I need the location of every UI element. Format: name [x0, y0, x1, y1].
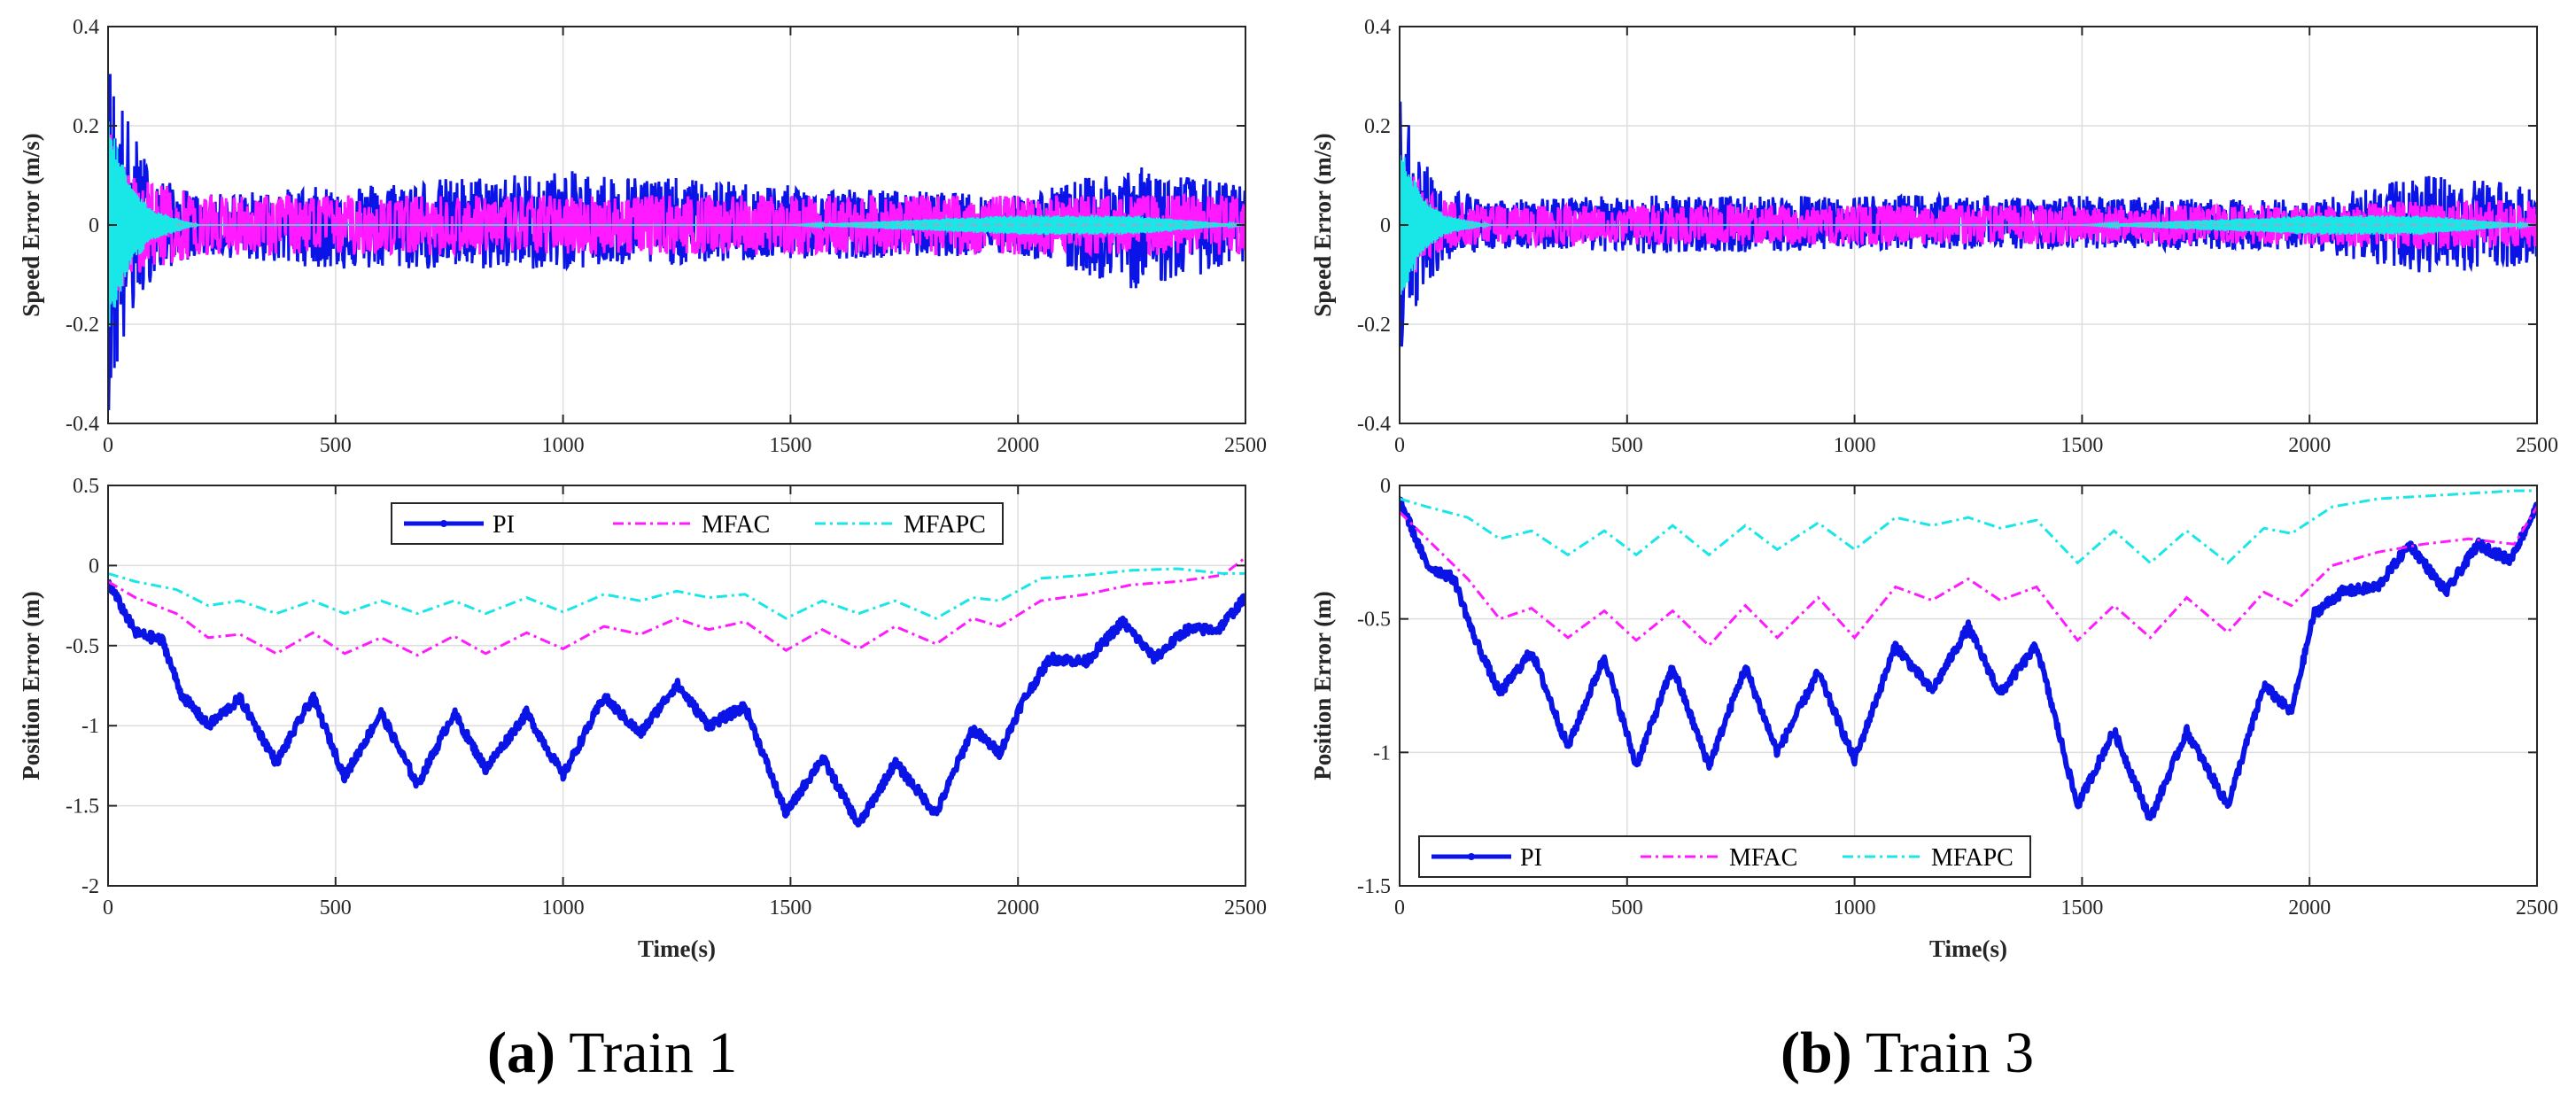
series-pi-line: [1400, 496, 2537, 821]
x-tick-label: 0: [103, 896, 113, 920]
y-tick-label: 0: [89, 214, 99, 237]
x-tick-label: 500: [320, 434, 352, 457]
legend-marker-pi: [1468, 853, 1475, 860]
series-pi-line: [108, 578, 1245, 828]
x-tick-label: 2000: [997, 896, 1039, 920]
y-tick-label: 0.4: [1364, 16, 1391, 39]
axes-frame: [107, 485, 1246, 887]
y-tick-label: -1.5: [66, 795, 99, 819]
y-tick-label: 0: [1380, 214, 1391, 237]
axes-speed-b: 0 500 1000 1500 2000 2500 0.4 0.2 0 -0.2 -0.4 Speed…: [1309, 16, 2558, 457]
x-tick-label: 1500: [2060, 434, 2103, 457]
legend-label-mfac: MFAC: [1729, 844, 1797, 872]
y-tick-label: -0.4: [66, 413, 99, 436]
axes-position-a: 0 500 1000 1500 2000 2500 0.5 0 -0.5 -1 -1.5 -2 Posi…: [18, 475, 1267, 962]
legend-box: [1418, 835, 2031, 878]
y-tick-label: 0: [1380, 475, 1391, 498]
x-tick-label: 500: [1611, 434, 1643, 457]
x-tick-label: 1000: [1834, 434, 1876, 457]
y-tick-label: -0.5: [66, 635, 99, 658]
axes-frame: [1399, 485, 2538, 887]
series-mfac-line: [108, 556, 1245, 657]
legend: PI MFAC MFAPC: [1418, 835, 2031, 878]
x-tick-label: 500: [1611, 896, 1643, 920]
series-group: [108, 556, 1245, 828]
y-tick-label: -1: [1373, 741, 1391, 764]
x-tick-label: 0: [1394, 434, 1405, 457]
y-tick-label: -1.5: [1357, 875, 1391, 898]
series-group: [1400, 101, 2537, 347]
x-tick-label: 0: [103, 434, 113, 457]
caption-a-text: Train 1: [555, 1021, 737, 1085]
caption-b-letter: (b): [1781, 1021, 1852, 1085]
y-axis-label: Position Error (m): [18, 591, 44, 780]
series-mfac-line: [1400, 506, 2537, 648]
x-tick-label: 2500: [1224, 434, 1267, 457]
caption-b-text: Train 3: [1852, 1021, 2034, 1085]
x-tick-label: 2500: [1224, 896, 1267, 920]
x-tick-label: 1000: [1834, 896, 1876, 920]
series-group: [108, 74, 1245, 411]
x-axis-label: Time(s): [638, 935, 716, 962]
x-tick-label: 1000: [542, 434, 585, 457]
plots-layer: 0 500 1000 1500 2000 2500 0.4 0.2 0 -0.2 -0.4 Speed…: [18, 16, 2558, 962]
legend-label-mfapc: MFAPC: [904, 511, 986, 539]
caption-a-letter: (a): [487, 1021, 555, 1085]
legend-label-mfapc: MFAPC: [1931, 844, 2013, 872]
legend-label-mfac: MFAC: [702, 511, 770, 539]
x-tick-label: 1500: [769, 434, 811, 457]
caption-a: (a) Train 1: [487, 1021, 737, 1085]
x-tick-label: 0: [1394, 896, 1405, 920]
series-mfapc-line: [108, 567, 1245, 620]
y-axis-label: Speed Error (m/s): [18, 133, 44, 316]
legend: PI MFAC MFAPC: [391, 502, 1004, 545]
y-tick-label: 0.2: [1364, 115, 1391, 138]
y-axis-label: Position Error (m): [1309, 591, 1336, 780]
x-tick-label: 1000: [542, 896, 585, 920]
x-tick-label: 2000: [997, 434, 1039, 457]
x-tick-label: 2500: [2516, 434, 2558, 457]
y-axis-label: Speed Error (m/s): [1309, 133, 1336, 316]
y-tick-label: 0.5: [73, 475, 99, 498]
series-mfapc-line: [1400, 489, 2537, 565]
series-mfac-line: [1400, 166, 2537, 291]
x-axis-label: Time(s): [1929, 935, 2007, 962]
x-tick-label: 2000: [2288, 434, 2331, 457]
axes-position-b: 0 500 1000 1500 2000 2500 0 -0.5 -1 -1.5 Position …: [1309, 475, 2558, 962]
y-tick-label: -0.2: [66, 314, 99, 337]
series-pi-line: [108, 74, 1245, 411]
x-tick-label: 1500: [2060, 896, 2103, 920]
x-tick-label: 2000: [2288, 896, 2331, 920]
x-tick-label: 500: [320, 896, 352, 920]
legend-marker-pi: [440, 520, 447, 527]
legend-label-pi: PI: [1520, 844, 1542, 872]
axes-speed-a: 0 500 1000 1500 2000 2500 0.4 0.2 0 -0.2 -0.4 Speed…: [18, 16, 1267, 457]
x-tick-label: 2500: [2516, 896, 2558, 920]
y-tick-label: -0.5: [1357, 609, 1391, 632]
series-group: [1400, 489, 2537, 821]
legend-label-pi: PI: [493, 511, 515, 539]
y-tick-label: -0.4: [1357, 413, 1391, 436]
y-tick-label: 0.2: [73, 115, 99, 138]
y-tick-label: 0.4: [73, 16, 99, 39]
y-tick-label: -1: [81, 715, 99, 738]
y-tick-label: -0.2: [1357, 314, 1391, 337]
y-tick-label: -2: [81, 875, 99, 898]
caption-b: (b) Train 3: [1781, 1021, 2034, 1085]
y-tick-label: 0: [89, 555, 99, 578]
legend-box: [391, 502, 1004, 545]
x-tick-label: 1500: [769, 896, 811, 920]
